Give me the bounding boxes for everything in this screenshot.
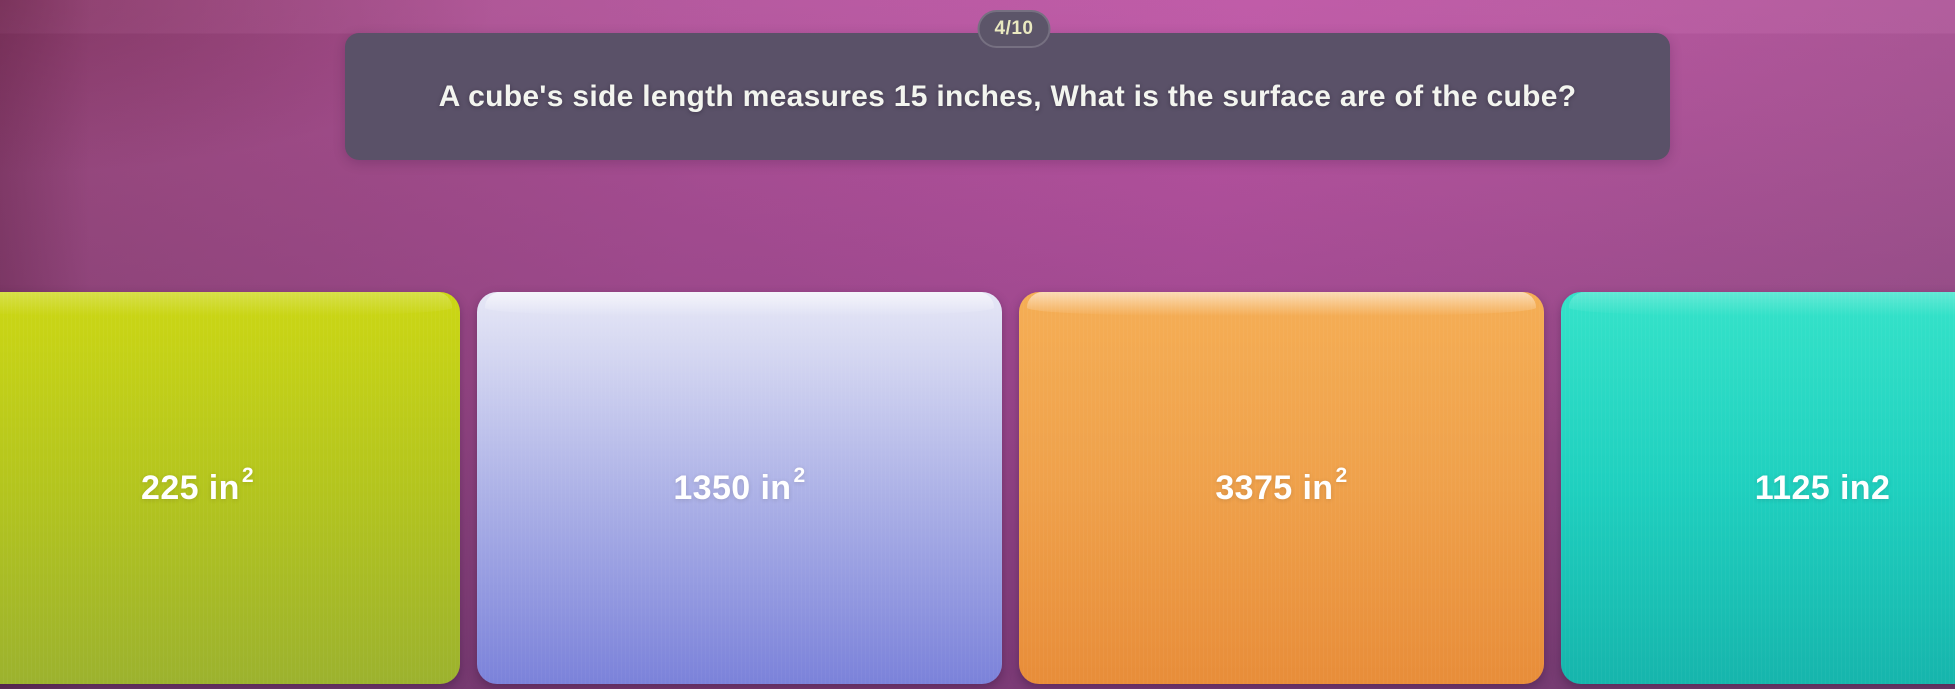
question-text: A cube's side length measures 15 inches,… <box>438 79 1577 113</box>
answer-card-4[interactable]: 1125 in2 <box>1561 292 1955 684</box>
answer-card-1[interactable]: 225 in 2 <box>0 292 460 684</box>
answer-card-2[interactable]: 1350 in 2 <box>477 292 1002 684</box>
answer-text: 1350 in <box>673 468 792 507</box>
question-panel: A cube's side length measures 15 inches,… <box>345 33 1670 160</box>
answer-superscript: 2 <box>1335 464 1348 488</box>
progress-badge: 4/10 <box>977 10 1051 48</box>
progress-text: 4/10 <box>994 18 1034 39</box>
answer-card-3[interactable]: 3375 in 2 <box>1019 292 1544 684</box>
answer-options: 225 in 2 1350 in 2 3375 in 2 1125 in2 <box>0 292 1955 684</box>
answer-text: 225 in <box>141 468 240 507</box>
answer-text: 1125 in2 <box>1754 468 1891 507</box>
answer-superscript: 2 <box>241 464 254 488</box>
answer-text: 3375 in <box>1215 468 1334 507</box>
answer-superscript: 2 <box>793 464 806 488</box>
